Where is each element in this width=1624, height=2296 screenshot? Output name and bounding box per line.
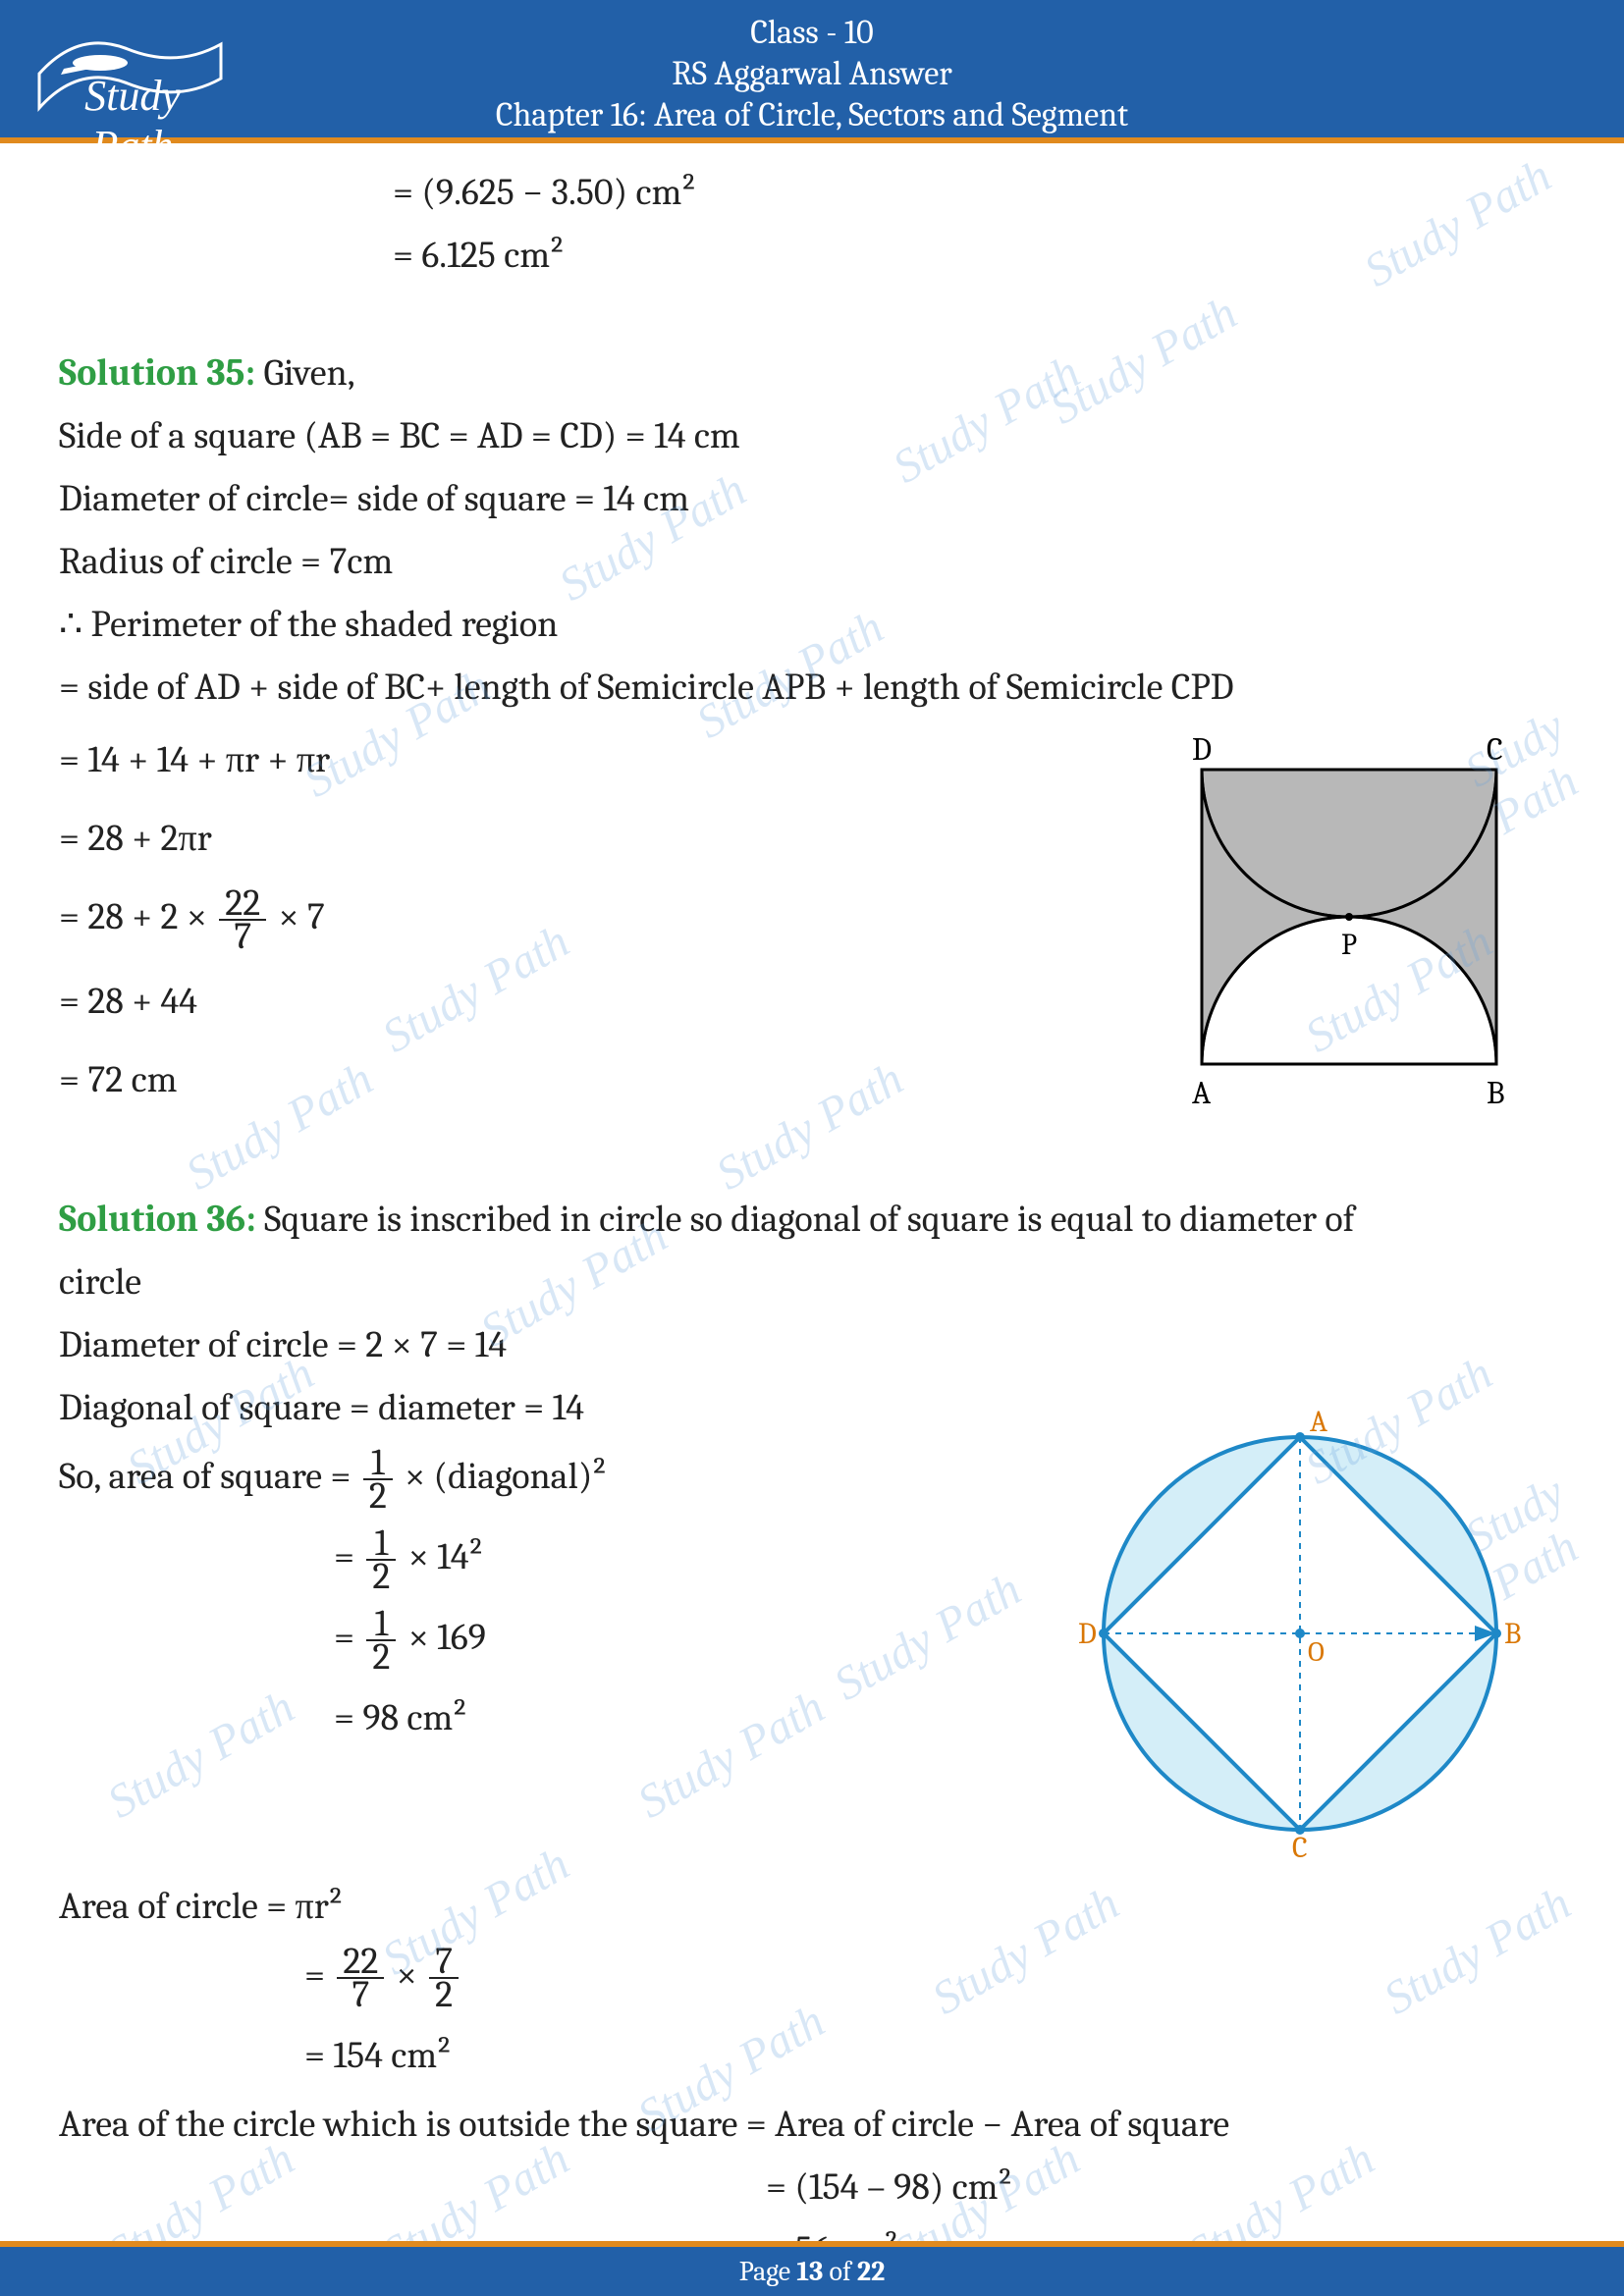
sol35-heading: Solution 35: Given, [59, 344, 1565, 402]
sol36-l7: Area of circle = πr² [59, 1877, 1565, 1936]
sol35-l8: = 28 + 2 × 227 × 7 [59, 887, 1104, 952]
sol36-l6: = 98 cm² [334, 1688, 1045, 1747]
sol36-l9: = 154 cm² [304, 2026, 1565, 2085]
sol35-figure: D C A B P [1133, 721, 1565, 1150]
sol36-l5: = 12 × 169 [334, 1608, 1045, 1673]
sol35-l9: = 28 + 44 [59, 972, 1104, 1031]
header-line-2: RS Aggarwal Answer [0, 53, 1624, 94]
frac-den: 7 [337, 1979, 384, 2010]
footer-page-num: 13 [796, 2256, 823, 2287]
fig-label-A: A [1192, 1075, 1212, 1111]
sol35-l10: = 72 cm [59, 1050, 1104, 1109]
frac-den: 2 [363, 1480, 393, 1512]
sol36-l1: Diameter of circle = 2 × 7 = 14 [59, 1315, 1565, 1374]
fig-label-D: D [1192, 731, 1212, 768]
sol36-intro2: circle [59, 1253, 1565, 1311]
logo: Study Path [29, 20, 226, 118]
svg-text:A: A [1310, 1408, 1327, 1439]
footer-pre: Page [739, 2256, 797, 2287]
sol36-l3-post: × (diagonal)² [405, 1455, 608, 1498]
svg-text:D: D [1078, 1617, 1097, 1651]
frac-den: 2 [429, 1979, 459, 2010]
sol35-l5: = side of AD + side of BC+ length of Sem… [59, 658, 1565, 717]
fig-label-P: P [1341, 928, 1357, 962]
sol36-l3-pre: So, area of square = [59, 1455, 359, 1498]
eq-pre: = [334, 1535, 362, 1578]
sol35-l6: = 14 + 14 + πr + πr [59, 730, 1104, 789]
footer-total: 22 [857, 2256, 885, 2287]
eq-post: × 14² [408, 1535, 484, 1578]
top-eq-2: = 6.125 cm² [393, 226, 1565, 285]
page-header: Study Path Class - 10 RS Aggarwal Answer… [0, 0, 1624, 137]
sol36-heading: Solution 36: Square is inscribed in circ… [59, 1190, 1565, 1249]
sol35-given: Given, [255, 351, 354, 395]
sol36-figure: A B C D O [1074, 1408, 1526, 1877]
frac-den: 2 [366, 1641, 396, 1673]
frac-den: 2 [366, 1561, 396, 1592]
sol36-intro: Square is inscribed in circle so diagona… [256, 1198, 1355, 1241]
page-footer: Page 13 of 22 [0, 2247, 1624, 2296]
top-eq-1: = (9.625 − 3.50) cm² [393, 163, 1565, 222]
sol36-label: Solution 36: [59, 1198, 256, 1241]
sol35-l8-post: × 7 [279, 895, 325, 938]
frac-den: 7 [219, 921, 266, 952]
content-area: = (9.625 − 3.50) cm² = 6.125 cm² Solutio… [0, 143, 1624, 2279]
fig-label-B: B [1487, 1075, 1505, 1111]
svg-text:O: O [1308, 1636, 1325, 1668]
sol35-l8-pre: = 28 + 2 × [59, 895, 215, 938]
sol35-label: Solution 35: [59, 351, 255, 395]
logo-text: Study Path [39, 71, 226, 171]
eq-mid: × [397, 1953, 425, 1997]
eq-pre: = [334, 1616, 362, 1659]
sol36-l3: So, area of square = 12 × (diagonal)² [59, 1447, 1045, 1512]
eq-post: × 169 [408, 1616, 486, 1659]
sol35-l7: = 28 + 2πr [59, 809, 1104, 868]
svg-text:C: C [1292, 1831, 1308, 1859]
sol35-l1: Side of a square (AB = BC = AD = CD) = 1… [59, 406, 1565, 465]
sol35-l4: ∴ Perimeter of the shaded region [59, 595, 1565, 654]
svg-text:B: B [1504, 1617, 1521, 1651]
footer-mid: of [823, 2256, 857, 2287]
sol36-l11: = (154 – 98) cm² [766, 2158, 1565, 2216]
sol35-l2: Diameter of circle= side of square = 14 … [59, 469, 1565, 528]
header-line-3: Chapter 16: Area of Circle, Sectors and … [0, 94, 1624, 135]
sol35-l3: Radius of circle = 7cm [59, 532, 1565, 591]
sol36-l4: = 12 × 14² [334, 1527, 1045, 1592]
sol36-l10: Area of the circle which is outside the … [59, 2095, 1565, 2154]
sol36-l8: = 227 × 72 [304, 1946, 1565, 2010]
fig-label-C: C [1487, 731, 1503, 768]
eq-pre: = [304, 1953, 333, 1997]
header-line-1: Class - 10 [0, 12, 1624, 53]
sol36-l2: Diagonal of square = diameter = 14 [59, 1378, 1045, 1437]
